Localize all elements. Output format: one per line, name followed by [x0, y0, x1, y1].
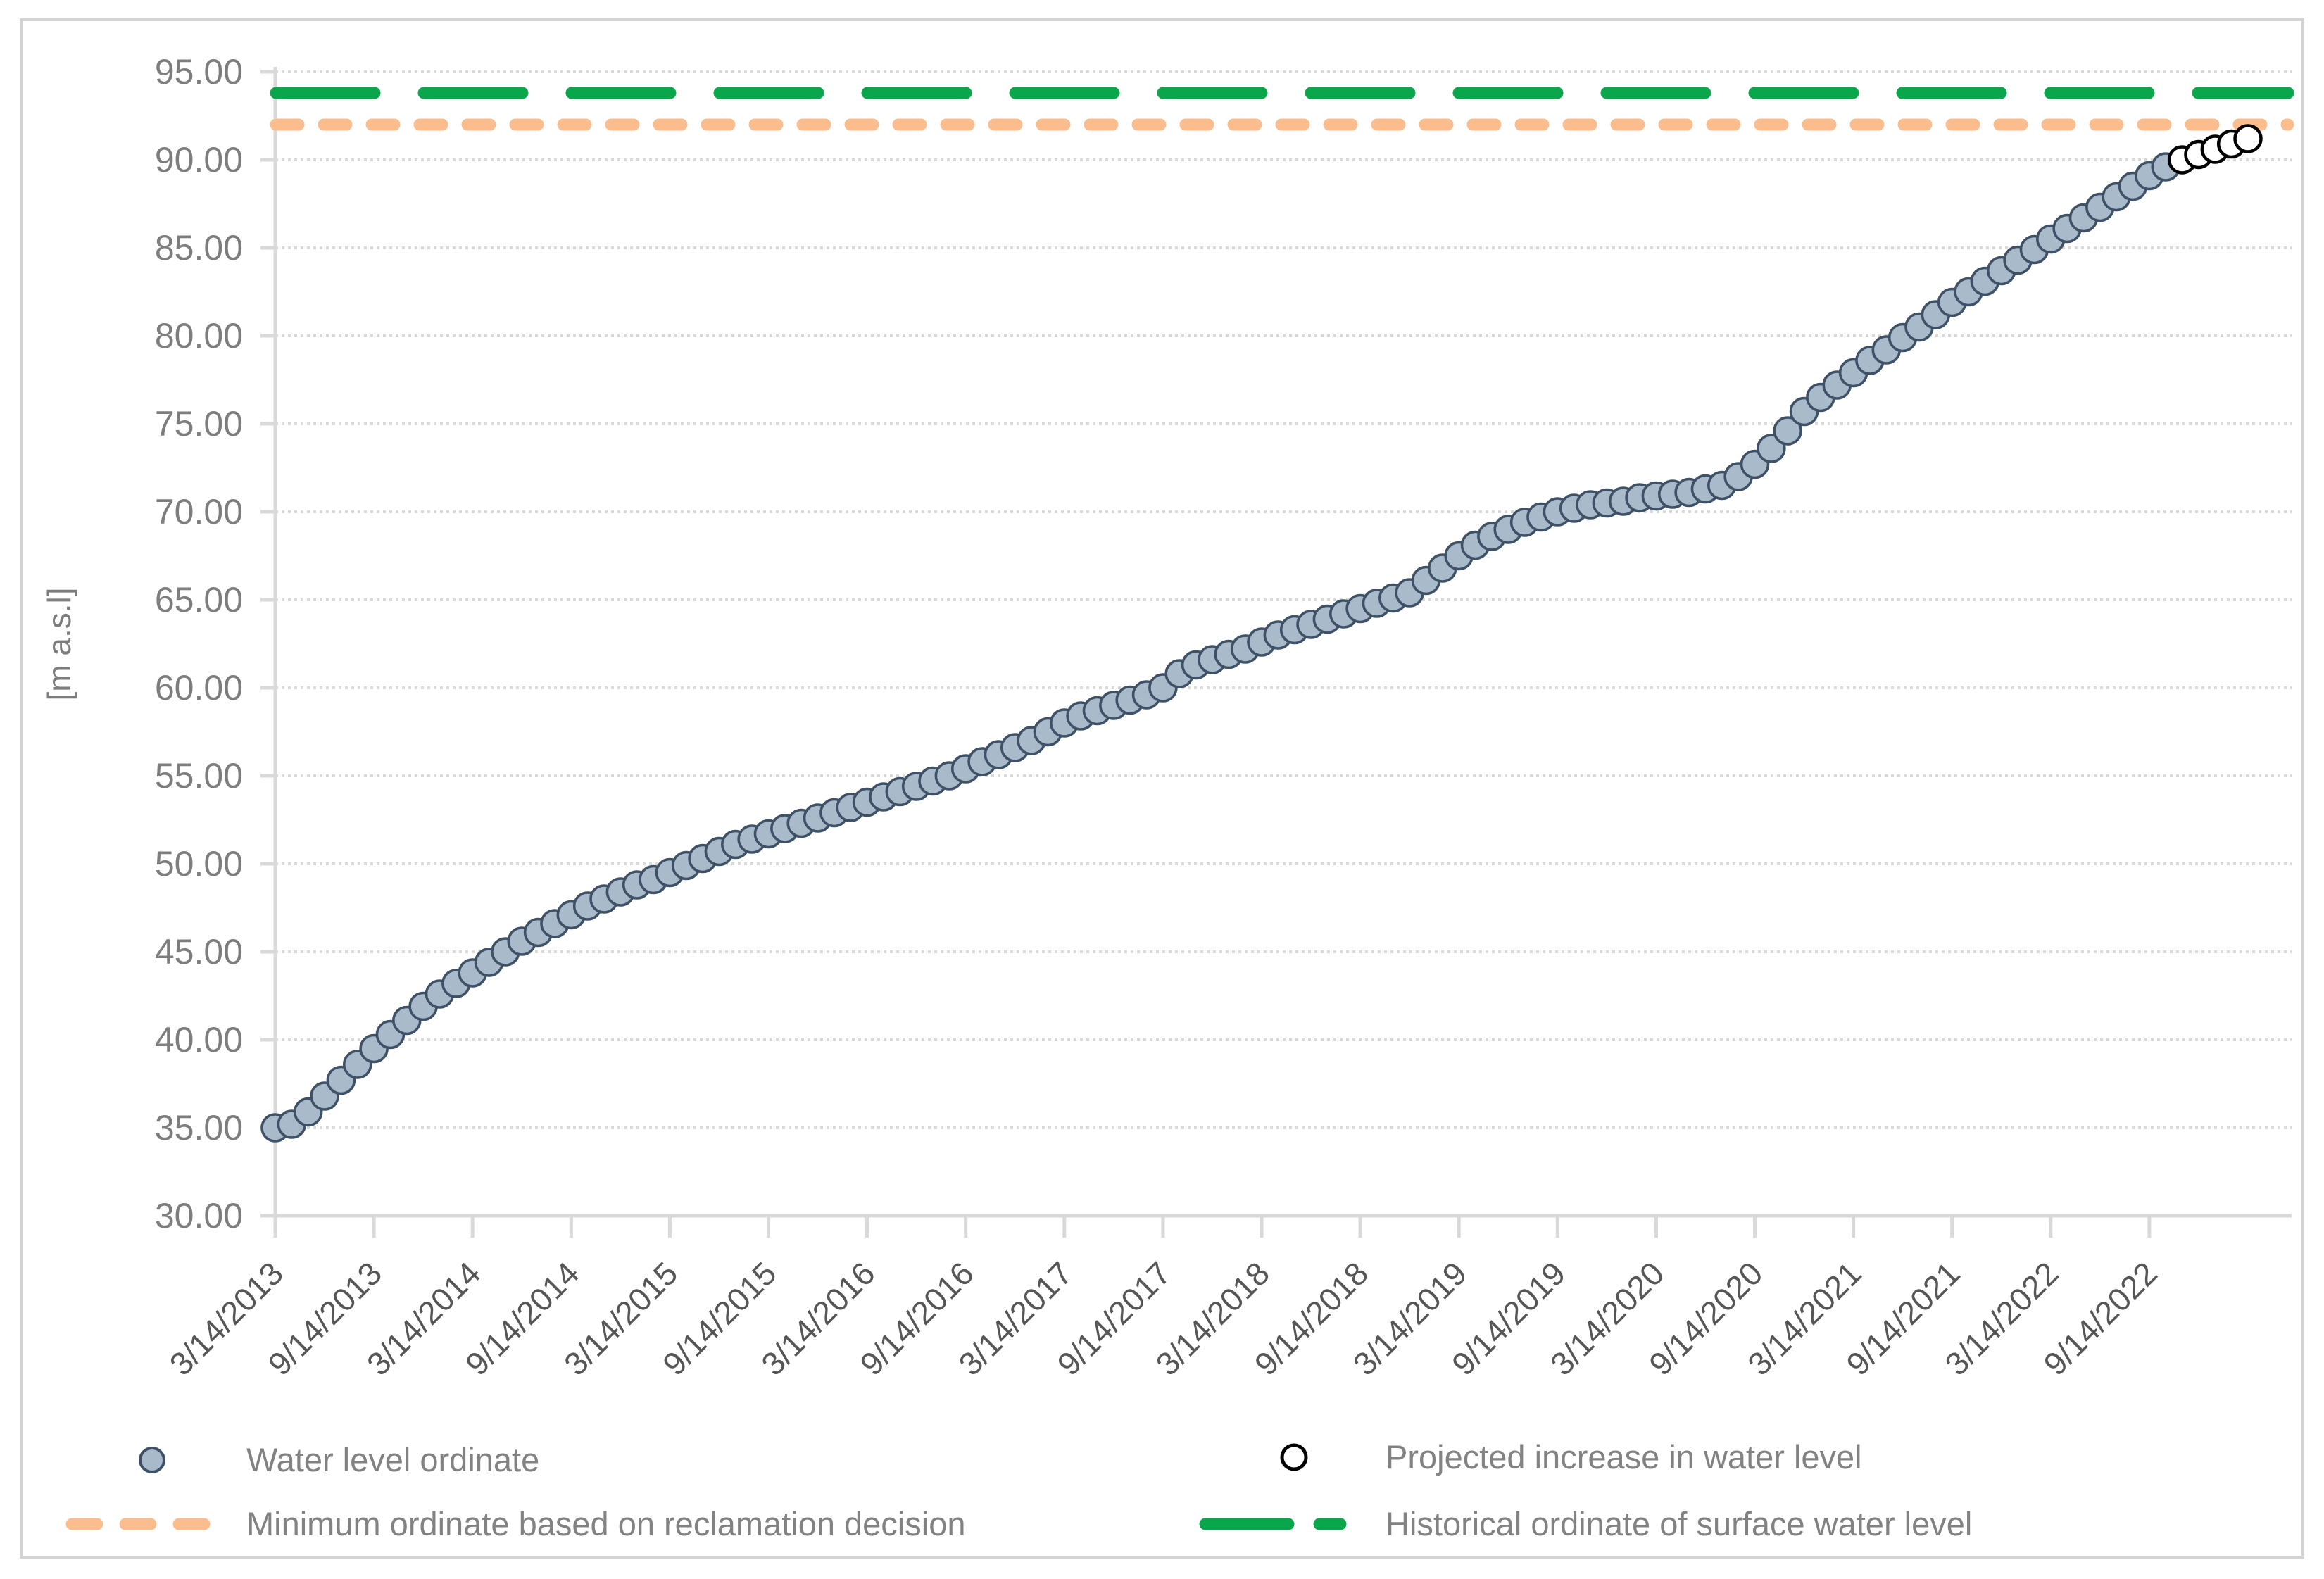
legend-label-water-level: Water level ordinate	[246, 1441, 539, 1478]
y-tick-label: 60.00	[155, 668, 243, 707]
y-tick-label: 50.00	[155, 844, 243, 883]
legend-label-minimum-ordinate: Minimum ordinate based on reclamation de…	[246, 1505, 965, 1542]
y-tick-label: 65.00	[155, 580, 243, 619]
water-level-point	[1773, 416, 1802, 446]
projected-point	[2233, 124, 2263, 153]
legend-marker-water-level	[139, 1447, 165, 1473]
y-tick-label: 40.00	[155, 1020, 243, 1059]
y-tick-label: 30.00	[155, 1196, 243, 1235]
legend-label-historical-ordinate: Historical ordinate of surface water lev…	[1386, 1505, 1972, 1542]
y-tick-label: 80.00	[155, 316, 243, 356]
y-tick-label: 75.00	[155, 404, 243, 443]
legend-label-projected: Projected increase in water level	[1386, 1438, 1862, 1476]
y-tick-label: 45.00	[155, 932, 243, 971]
figure-border	[20, 18, 2304, 1559]
y-tick-label: 70.00	[155, 492, 243, 531]
y-axis-title: [m a.s.l]	[41, 587, 77, 700]
legend-marker-projected	[1280, 1443, 1308, 1471]
y-tick-label: 85.00	[155, 228, 243, 268]
y-tick-label: 35.00	[155, 1108, 243, 1147]
y-tick-label: 95.00	[155, 52, 243, 92]
y-tick-label: 90.00	[155, 140, 243, 180]
y-tick-label: 55.00	[155, 756, 243, 795]
